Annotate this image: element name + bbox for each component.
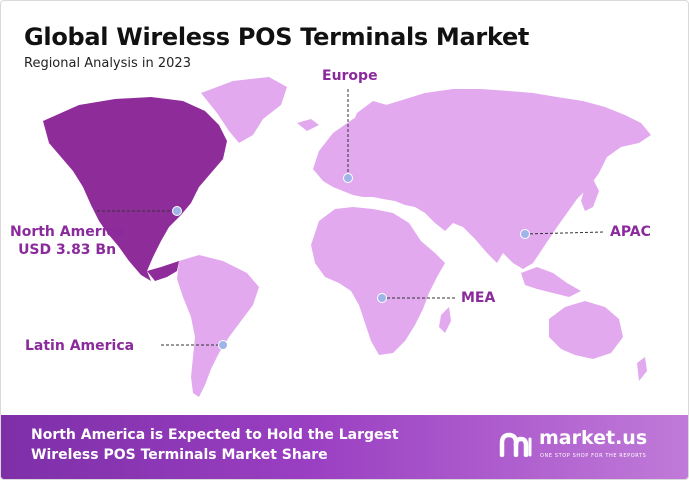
page-title: Global Wireless POS Terminals Market <box>24 23 530 51</box>
page-subtitle: Regional Analysis in 2023 <box>24 56 191 71</box>
footer-line-1: North America is Expected to Hold the La… <box>31 427 399 443</box>
marker-apac[interactable] <box>520 229 530 239</box>
marker-europe[interactable] <box>343 173 353 183</box>
label-europe: Europe <box>322 67 378 85</box>
south-america-shape <box>177 255 259 397</box>
label-north-america-value: USD 3.83 Bn <box>18 242 117 258</box>
label-north-america-name: North America <box>10 224 125 240</box>
iceland-shape <box>297 119 319 131</box>
footer-banner: North America is Expected to Hold the La… <box>1 415 688 479</box>
brand-tagline: ONE STOP SHOP FOR THE REPORTS <box>540 453 647 459</box>
landmasses <box>177 77 651 397</box>
africa-shape <box>311 207 445 355</box>
label-latin-america-name: Latin America <box>25 338 135 354</box>
label-europe-name: Europe <box>322 68 378 84</box>
brand-mark-icon <box>499 432 532 457</box>
label-apac: APAC <box>610 223 651 241</box>
marker-latin-america[interactable] <box>218 340 228 350</box>
japan-shape <box>581 179 599 211</box>
label-north-america: North America USD 3.83 Bn <box>10 223 124 259</box>
madagascar-shape <box>439 307 451 333</box>
north-america-shape[interactable] <box>43 97 227 281</box>
label-mea-name: MEA <box>461 290 496 306</box>
uk-shape <box>325 147 339 169</box>
central-america-shape <box>147 261 179 281</box>
brand-logo[interactable]: market.us ONE STOP SHOP FOR THE REPORTS <box>499 427 674 467</box>
brand-name: market.us <box>539 427 648 449</box>
marker-mea[interactable] <box>377 293 387 303</box>
region-markers <box>172 173 530 350</box>
southeast-asia-shape <box>521 267 581 297</box>
footer-message: North America is Expected to Hold the La… <box>31 425 399 465</box>
label-apac-name: APAC <box>610 224 651 240</box>
marker-north-america[interactable] <box>172 206 182 216</box>
new-zealand-shape <box>637 357 647 381</box>
label-latin-america: Latin America <box>25 337 134 355</box>
australia-shape <box>549 301 623 359</box>
label-mea: MEA <box>461 289 495 307</box>
footer-line-2: Wireless POS Terminals Market Share <box>31 447 328 463</box>
greenland-shape <box>201 77 287 143</box>
leader-line-apac <box>524 231 606 235</box>
eurasia-shape <box>313 89 651 269</box>
leader-lines <box>97 89 606 346</box>
scandinavia-shape <box>347 101 387 147</box>
